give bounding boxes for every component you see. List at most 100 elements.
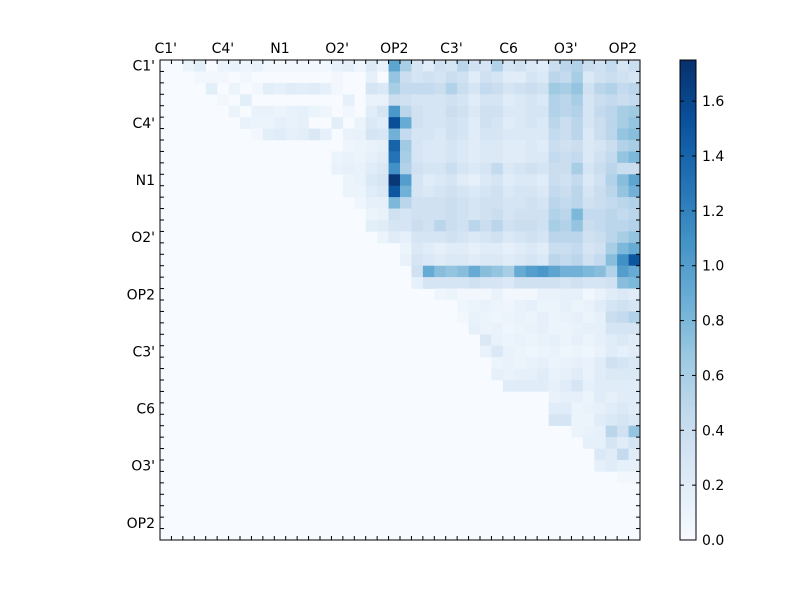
heatmap-cell — [617, 231, 629, 244]
heatmap-cell — [480, 300, 492, 312]
heatmap-cell — [571, 402, 584, 415]
heatmap-cell — [537, 140, 549, 152]
heatmap-cell — [480, 288, 492, 301]
heatmap-cell — [502, 117, 515, 129]
heatmap-cell — [422, 82, 435, 95]
heatmap-cell — [571, 254, 584, 267]
heatmap-cell — [502, 368, 515, 381]
heatmap-cell — [537, 334, 549, 347]
heatmap-cell — [365, 220, 378, 232]
heatmap-cell — [582, 82, 595, 95]
heatmap-cell — [480, 322, 492, 335]
heatmap-cell — [400, 220, 412, 232]
heatmap-cell — [411, 151, 424, 164]
heatmap-cell — [228, 82, 241, 95]
heatmap-cell — [365, 151, 378, 164]
heatmap-cell — [582, 357, 595, 369]
heatmap-cell — [514, 254, 527, 267]
heatmap-cell — [594, 220, 607, 232]
heatmap-cell — [548, 162, 561, 175]
heatmap-cell — [605, 254, 618, 267]
heatmap-cell — [605, 414, 618, 427]
heatmap-cell — [537, 345, 549, 358]
heatmap-cell — [560, 368, 572, 381]
heatmap-cell — [594, 94, 607, 107]
heatmap-cell — [468, 277, 481, 289]
heatmap-cell — [594, 277, 607, 289]
heatmap-cell — [571, 151, 584, 164]
heatmap-cell — [560, 208, 572, 221]
heatmap-cell — [457, 254, 469, 267]
heatmap-cell — [457, 300, 469, 312]
heatmap-cell — [457, 117, 469, 129]
heatmap-cell — [331, 71, 344, 84]
heatmap-cell — [445, 151, 458, 164]
heatmap-cell — [594, 174, 607, 187]
heatmap-cell — [514, 220, 527, 232]
y-tick-label: O2' — [131, 230, 155, 246]
heatmap-cell — [434, 288, 447, 301]
heatmap-cell — [468, 185, 481, 198]
heatmap-cell — [514, 174, 527, 187]
heatmap-cell — [525, 208, 538, 221]
heatmap-cell — [308, 105, 321, 118]
heatmap-cell — [548, 128, 561, 141]
heatmap-cell — [617, 391, 629, 404]
heatmap-cell — [548, 322, 561, 335]
y-tick-label: C4' — [132, 116, 155, 132]
heatmap-cell — [617, 174, 629, 187]
heatmap-cell — [605, 105, 618, 118]
heatmap-cell — [365, 174, 378, 187]
heatmap-cell — [342, 162, 355, 175]
heatmap-cell — [537, 60, 549, 72]
heatmap-cell — [537, 162, 549, 175]
heatmap-cell — [468, 208, 481, 221]
heatmap-cell — [194, 60, 207, 72]
heatmap-cell — [571, 208, 584, 221]
heatmap-cell — [628, 311, 641, 324]
heatmap-cell — [605, 94, 618, 107]
y-tick-label: OP2 — [127, 516, 155, 532]
heatmap-cell — [468, 162, 481, 175]
heatmap-cell — [285, 82, 298, 95]
heatmap-cell — [502, 311, 515, 324]
heatmap-cell — [514, 357, 527, 369]
heatmap-cell — [560, 265, 572, 278]
heatmap-cell — [571, 414, 584, 427]
heatmap-cell — [365, 128, 378, 141]
heatmap-cell — [365, 185, 378, 198]
heatmap-cell — [422, 71, 435, 84]
heatmap-cell — [445, 265, 458, 278]
heatmap-cell — [468, 322, 481, 335]
heatmap-cell — [605, 71, 618, 84]
heatmap-cell — [594, 448, 607, 461]
heatmap-cell — [480, 151, 492, 164]
heatmap-cell — [514, 231, 527, 244]
heatmap-cell — [354, 185, 367, 198]
heatmap-cell — [525, 368, 538, 381]
x-tick-label: C3' — [440, 41, 463, 57]
heatmap-cell — [514, 334, 527, 347]
heatmap-cell — [628, 380, 641, 392]
heatmap-cell — [445, 197, 458, 209]
heatmap-cell — [457, 242, 469, 255]
heatmap-cell — [617, 254, 629, 267]
heatmap-cell — [480, 242, 492, 255]
heatmap-cell — [502, 242, 515, 255]
heatmap-cell — [582, 334, 595, 347]
heatmap-cell — [628, 277, 641, 289]
heatmap-cell — [617, 117, 629, 129]
y-tick-label: N1 — [136, 173, 155, 189]
heatmap-cell — [605, 402, 618, 415]
heatmap-cell — [445, 82, 458, 95]
heatmap-cell — [571, 174, 584, 187]
heatmap-cell — [560, 242, 572, 255]
heatmap-cell — [571, 311, 584, 324]
heatmap-cell — [628, 140, 641, 152]
heatmap-cell — [582, 322, 595, 335]
heatmap-cell — [457, 82, 469, 95]
colorbar-tick-label: 0.8 — [702, 314, 724, 330]
heatmap-cell — [342, 128, 355, 141]
heatmap-cell — [400, 174, 412, 187]
heatmap-cell — [342, 185, 355, 198]
